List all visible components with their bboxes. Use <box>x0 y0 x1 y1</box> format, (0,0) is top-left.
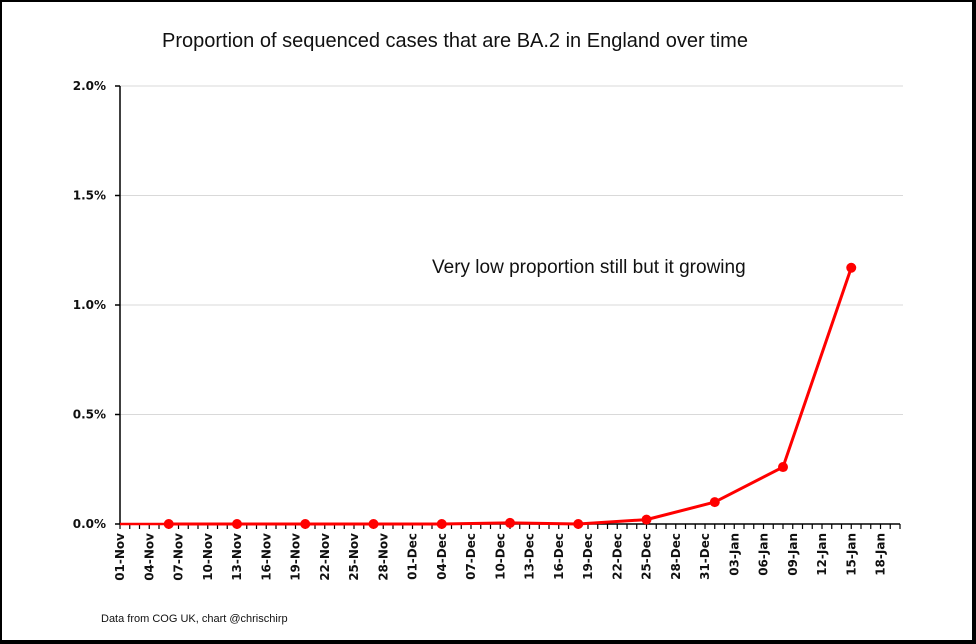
x-tick-label: 15-Jan <box>844 533 858 576</box>
x-tick-label: 16-Nov <box>259 533 273 581</box>
x-tick-label: 22-Dec <box>610 533 624 580</box>
x-tick-label: 31-Dec <box>698 533 712 580</box>
y-tick-label: 0.5% <box>73 408 106 422</box>
x-tick-label: 01-Dec <box>406 533 420 580</box>
x-tick-label: 12-Jan <box>815 533 829 576</box>
x-tick-label: 07-Nov <box>172 533 186 581</box>
data-point <box>778 462 788 473</box>
x-tick-label: 06-Jan <box>757 533 771 576</box>
x-tick-label: 25-Nov <box>347 533 361 581</box>
x-tick-label: 10-Dec <box>493 533 507 580</box>
series-line <box>168 267 853 526</box>
x-tick-label: 07-Dec <box>464 533 478 580</box>
data-point <box>846 262 857 273</box>
x-tick-label: 18-Jan <box>874 533 888 576</box>
source-note: Data from COG UK, chart @chrischirp <box>101 613 288 625</box>
data-point <box>368 519 379 529</box>
data-point <box>163 519 174 529</box>
x-tick-label: 10-Nov <box>201 533 215 581</box>
data-point <box>573 519 584 529</box>
x-tick-label: 01-Nov <box>113 533 127 581</box>
annotation-text: Very low proportion still but it growing <box>432 257 746 278</box>
data-point <box>300 519 311 529</box>
y-tick-label: 1.0% <box>73 298 106 312</box>
x-tick-label: 25-Dec <box>640 533 654 580</box>
x-tick-label: 13-Dec <box>523 533 537 580</box>
x-tick-label: 28-Dec <box>669 533 683 580</box>
x-tick-label: 19-Nov <box>289 533 303 581</box>
x-tick-label: 13-Nov <box>230 533 244 581</box>
y-tick-label: 0.0% <box>73 517 106 531</box>
data-point <box>232 519 242 529</box>
x-tick-label: 04-Nov <box>142 533 156 581</box>
x-tick-label: 28-Nov <box>376 533 390 581</box>
x-tick-label: 22-Nov <box>318 533 332 581</box>
gridlines <box>120 85 903 415</box>
y-tick-label: 2.0% <box>73 79 106 93</box>
data-point <box>709 497 720 508</box>
data-point <box>505 517 515 528</box>
chart-title: Proportion of sequenced cases that are B… <box>162 30 748 52</box>
data-point <box>641 514 652 525</box>
x-tick-label: 03-Jan <box>727 533 741 576</box>
x-tick-label: 09-Jan <box>786 533 800 576</box>
series-ba2 <box>120 262 857 529</box>
y-tick-label: 1.5% <box>73 189 106 203</box>
x-tick-label: 19-Dec <box>581 533 595 580</box>
x-tick-label: 04-Dec <box>435 533 449 580</box>
y-axis-ticks: 0.0% 0.5% 1.0% 1.5% 2.0% <box>73 79 120 531</box>
x-tick-label: 16-Dec <box>552 533 566 580</box>
data-point <box>436 519 447 529</box>
x-axis-ticks: 01-Nov 04-Nov 07-Nov 10-Nov 13-Nov 16-Nov 19-N… <box>113 524 901 581</box>
